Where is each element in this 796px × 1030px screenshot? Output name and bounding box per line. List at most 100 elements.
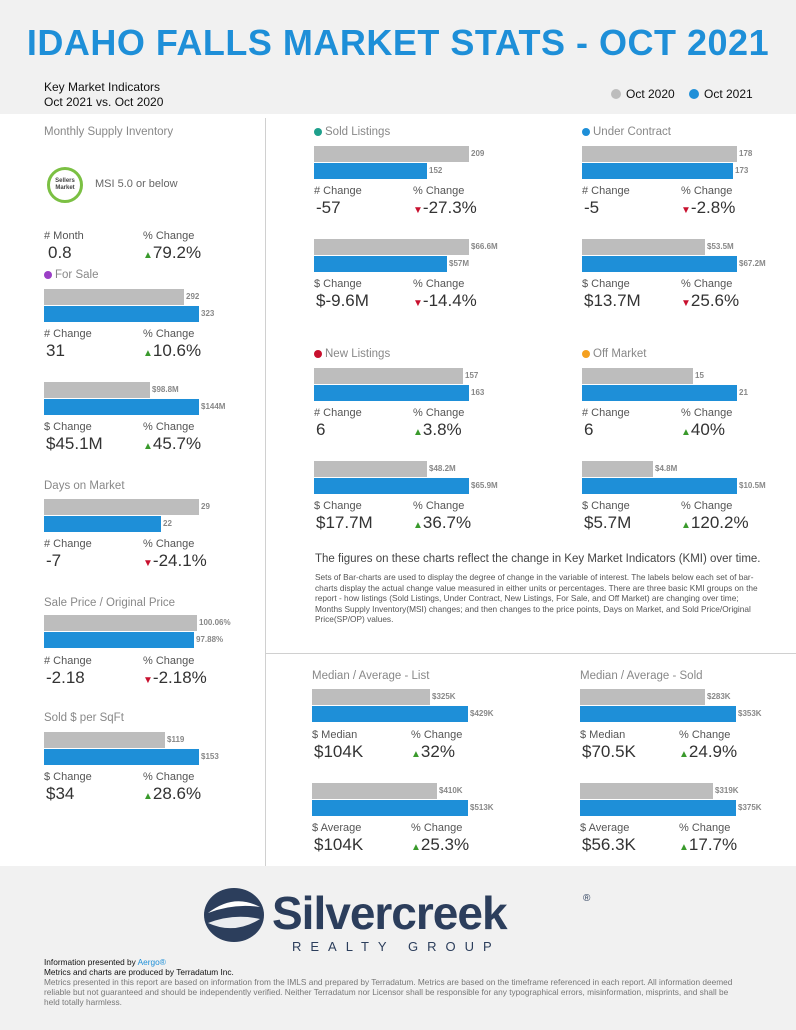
under-contract-stat-value: $13.7M xyxy=(584,291,641,310)
off-market-bar-2021 xyxy=(582,478,737,494)
off-market-pct-text: 40% xyxy=(690,420,725,439)
under-contract-bar-2020-value: $53.5M xyxy=(707,242,734,251)
median-average-list-bar-2020-value: $325K xyxy=(432,692,456,701)
sold-listings-bar-2021 xyxy=(314,163,427,179)
sold-listings-stat-value: $-9.6M xyxy=(316,291,369,310)
off-market-pct-value: ▲120.2% xyxy=(681,513,749,533)
msi-pct-value: ▲79.2% xyxy=(143,243,202,262)
legend-swatch-gray xyxy=(611,89,621,99)
sold-listings-bar-2020 xyxy=(314,146,469,162)
sale-price-ratio-bar-2021-value: 97.88% xyxy=(196,635,224,644)
vertical-divider xyxy=(265,118,266,866)
sold-per-sqft-title-text: Sold $ per SqFt xyxy=(44,712,124,724)
under-contract-pct-value: ▼-2.8% xyxy=(681,198,735,218)
off-market-dot-icon xyxy=(582,350,590,358)
median-average-list-stat-value: $104K xyxy=(314,742,364,761)
days-on-market-pct-text: -24.1% xyxy=(152,551,207,570)
new-listings-pct-text: 3.8% xyxy=(422,420,462,439)
msi-count-value: 0.8 xyxy=(48,243,72,262)
up-arrow-icon: ▲ xyxy=(681,427,691,438)
down-arrow-icon: ▼ xyxy=(413,205,423,216)
median-average-list-pct-text: 25.3% xyxy=(420,835,470,854)
for-sale-bar-2021 xyxy=(44,399,199,415)
median-average-sold-pct-value: ▲24.9% xyxy=(679,742,737,762)
median-average-sold-title: Median / Average - Sold xyxy=(580,670,703,682)
median-average-list-pct-text: 32% xyxy=(420,742,455,761)
for-sale-bar-2020 xyxy=(44,289,184,305)
sellers-market-badge-icon: Sellers Market xyxy=(47,167,83,203)
silvercreek-mark-icon xyxy=(204,888,264,942)
sold-per-sqft-pct-label: % Change xyxy=(143,771,195,783)
for-sale-bar-2020-value: 292 xyxy=(186,292,200,301)
sold-listings-bar-2021-value: 152 xyxy=(429,166,443,175)
sold-listings-bar-2021-value: $57M xyxy=(449,259,470,268)
footer-disclaimer: Metrics presented in this report are bas… xyxy=(44,977,733,1007)
new-listings-pct-value: ▲3.8% xyxy=(413,420,462,440)
off-market-pct-value: ▲40% xyxy=(681,420,725,440)
sold-listings-bar-2020-value: 209 xyxy=(471,149,485,158)
legend-oct-2021: Oct 2021 xyxy=(689,87,753,101)
sold-listings-stat-value: -57 xyxy=(316,198,341,217)
sold-per-sqft-bar-2020 xyxy=(44,732,165,748)
sold-listings-pct-text: -14.4% xyxy=(422,291,477,310)
sold-listings-bar-2021 xyxy=(314,256,447,272)
sold-per-sqft-pct-value: ▲28.6% xyxy=(143,784,201,804)
up-arrow-icon: ▲ xyxy=(413,520,423,531)
median-average-list-stat-label: $ Average xyxy=(312,822,362,834)
sold-listings-title-text: Sold Listings xyxy=(325,126,391,138)
logo-wordmark: Silvercreek xyxy=(272,887,508,939)
for-sale-pct-value: ▲45.7% xyxy=(143,434,201,454)
msi-pct-label: % Change xyxy=(143,230,195,242)
new-listings-title-text: New Listings xyxy=(325,348,391,360)
under-contract-title: Under Contract xyxy=(582,126,671,138)
sold-per-sqft-title: Sold $ per SqFt xyxy=(44,712,124,724)
new-listings-stat-value: $17.7M xyxy=(316,513,373,532)
under-contract-pct-label: % Change xyxy=(681,185,733,197)
sold-listings-pct-label: % Change xyxy=(413,278,465,290)
days-on-market-bar-2020 xyxy=(44,499,199,515)
sale-price-ratio-title: Sale Price / Original Price xyxy=(44,597,175,609)
median-average-sold-pct-value: ▲17.7% xyxy=(679,835,737,855)
median-average-list-bar-2021-value: $513K xyxy=(470,803,494,812)
days-on-market-title: Days on Market xyxy=(44,480,125,492)
days-on-market-pct-value: ▼-24.1% xyxy=(143,551,207,571)
for-sale-title: For Sale xyxy=(44,269,98,281)
days-on-market-title-text: Days on Market xyxy=(44,480,125,492)
off-market-stat-label: # Change xyxy=(582,407,630,419)
sale-price-ratio-bar-2020-value: 100.06% xyxy=(199,618,231,627)
new-listings-bar-2020-value: 157 xyxy=(465,371,479,380)
silvercreek-logo: Silvercreek ® REALTY GROUP xyxy=(204,887,591,954)
median-average-list-stat-label: $ Median xyxy=(312,729,358,741)
up-arrow-icon: ▲ xyxy=(143,348,153,359)
median-average-list-title-text: Median / Average - List xyxy=(312,670,430,682)
under-contract-bar-2021-value: 173 xyxy=(735,166,749,175)
median-average-sold-stat-label: $ Average xyxy=(580,822,630,834)
sold-listings-title: Sold Listings xyxy=(314,126,390,138)
median-average-sold-pct-text: 17.7% xyxy=(688,835,738,854)
for-sale-bar-2020 xyxy=(44,382,150,398)
for-sale-bar-2021-value: $144M xyxy=(201,402,226,411)
under-contract-title-text: Under Contract xyxy=(593,126,671,138)
down-arrow-icon: ▼ xyxy=(681,205,691,216)
msi-text: MSI 5.0 or below xyxy=(95,178,178,190)
median-average-list-bar-2020 xyxy=(312,689,430,705)
median-average-sold-bar-2021-value: $375K xyxy=(738,803,762,812)
median-average-sold-pct-label: % Change xyxy=(679,729,731,741)
sale-price-ratio-pct-value: ▼-2.18% xyxy=(143,668,207,688)
sold-listings-pct-label: % Change xyxy=(413,185,465,197)
down-arrow-icon: ▼ xyxy=(681,298,691,309)
up-arrow-icon: ▲ xyxy=(143,250,153,261)
figures-heading: The figures on these charts reflect the … xyxy=(315,553,761,565)
aergo-link[interactable]: Aergo® xyxy=(137,957,166,967)
sale-price-ratio-bar-2020 xyxy=(44,615,197,631)
sold-per-sqft-pct-text: 28.6% xyxy=(152,784,202,803)
days-on-market-bar-2021-value: 22 xyxy=(163,519,172,528)
sold-listings-bar-2020 xyxy=(314,239,469,255)
under-contract-bar-2021 xyxy=(582,256,737,272)
for-sale-dot-icon xyxy=(44,271,52,279)
sold-per-sqft-stat-value: $34 xyxy=(46,784,75,803)
new-listings-title: New Listings xyxy=(314,348,390,360)
logo-registered: ® xyxy=(583,893,591,904)
off-market-title: Off Market xyxy=(582,348,646,360)
monthly-supply-title: Monthly Supply Inventory xyxy=(44,126,174,138)
